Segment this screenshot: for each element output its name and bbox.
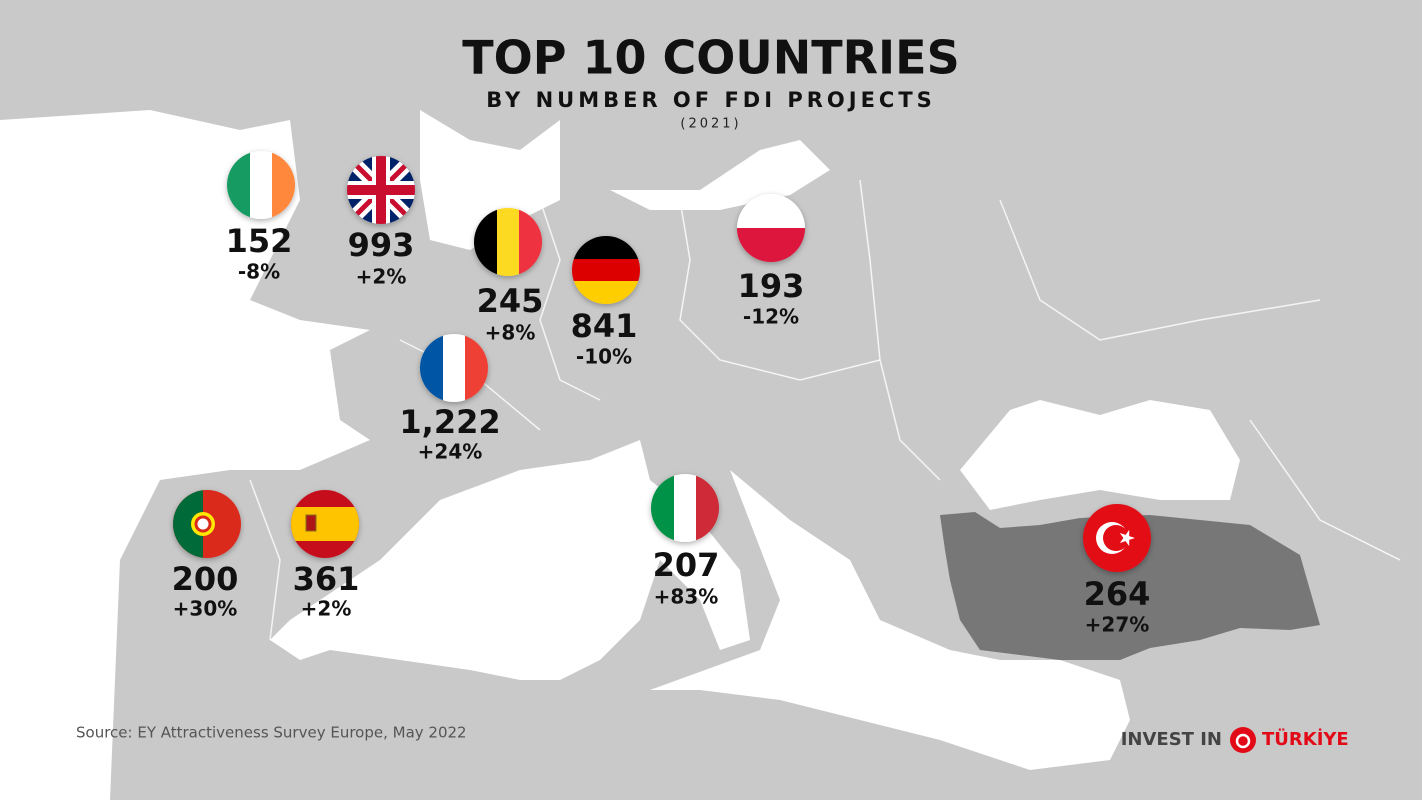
- flag: [1083, 504, 1151, 572]
- change: +27%: [1085, 613, 1150, 637]
- change: +83%: [654, 585, 719, 609]
- value: 993: [348, 226, 415, 264]
- value: 1,222: [399, 403, 500, 441]
- flag: [227, 151, 295, 219]
- value: 207: [653, 546, 720, 584]
- logo-left: INVEST IN: [1121, 729, 1222, 750]
- flag: [737, 194, 805, 262]
- logo-icon: [1230, 727, 1256, 753]
- border: [1249, 419, 1401, 561]
- border: [679, 199, 881, 381]
- border: [539, 199, 601, 401]
- logo-right: TÜRKİYE: [1262, 728, 1349, 750]
- flag: [572, 236, 640, 304]
- turkey: [940, 512, 1320, 660]
- value: 152: [226, 222, 293, 260]
- value: 361: [293, 560, 360, 598]
- change: -10%: [576, 345, 632, 369]
- flag: [474, 208, 542, 276]
- value: 200: [172, 560, 239, 598]
- change: +2%: [356, 265, 407, 289]
- western-med: [270, 440, 750, 680]
- border: [859, 179, 941, 481]
- flag: [651, 474, 719, 542]
- value: 193: [738, 267, 805, 305]
- flag: [420, 334, 488, 402]
- change: +8%: [485, 321, 536, 345]
- change: +30%: [173, 597, 238, 621]
- value: 841: [571, 307, 638, 345]
- eastern-med: [650, 470, 1130, 770]
- flag: [173, 490, 241, 558]
- border: [999, 199, 1321, 341]
- logo-icon-ring: [1235, 733, 1251, 749]
- value: 264: [1084, 575, 1151, 613]
- flag: [291, 490, 359, 558]
- black-sea: [960, 400, 1240, 510]
- atlantic: [0, 110, 370, 800]
- change: -12%: [743, 305, 799, 329]
- baltic: [610, 140, 830, 210]
- title: TOP 10 COUNTRIES: [462, 31, 959, 85]
- value: 245: [477, 282, 544, 320]
- year: (2021): [680, 117, 741, 132]
- flag: [347, 156, 415, 224]
- change: +24%: [418, 440, 483, 464]
- source: Source: EY Attractiveness Survey Europe,…: [76, 724, 467, 742]
- border: [249, 479, 281, 641]
- change: -8%: [238, 260, 280, 284]
- subtitle: BY NUMBER OF FDI PROJECTS: [486, 88, 936, 112]
- logo: INVEST IN TÜRKİYE: [1121, 727, 1349, 753]
- change: +2%: [301, 597, 352, 621]
